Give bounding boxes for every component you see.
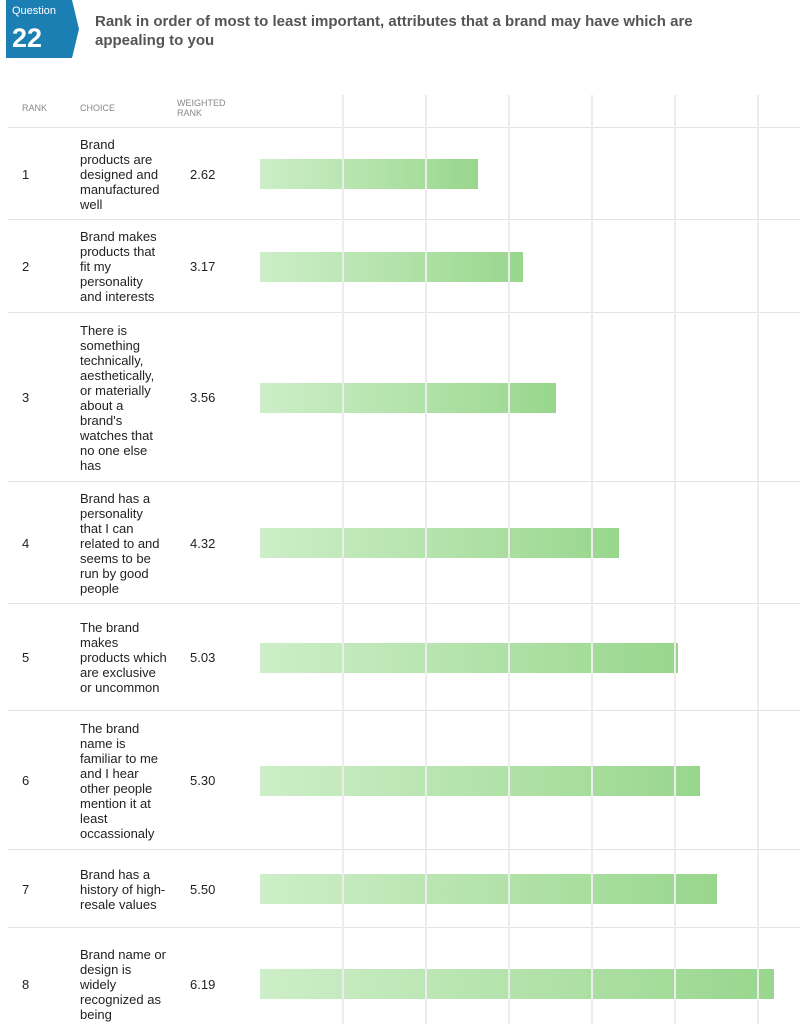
row-divider	[8, 312, 800, 313]
row-divider	[8, 219, 800, 220]
column-header: CHOICE	[80, 103, 116, 113]
weighted-rank: 5.30	[190, 773, 216, 788]
badge-label: Question	[12, 5, 56, 17]
weighted-rank: 5.03	[190, 650, 216, 665]
rank: 3	[22, 390, 30, 405]
choice: There is something technically, aestheti…	[80, 322, 155, 473]
weighted-rank: 6.19	[190, 976, 216, 992]
bar	[260, 765, 701, 796]
question-badge: Question 22	[6, 0, 79, 58]
rank: 2	[22, 259, 30, 274]
question-number: 22	[12, 23, 42, 53]
weighted-rank: 2.62	[190, 166, 216, 182]
weighted-rank: 3.17	[190, 259, 216, 274]
row-divider	[8, 127, 800, 128]
question-title: Rank in order of most to least important…	[95, 13, 693, 49]
bar	[260, 642, 678, 673]
choice: Brand products are designed and manufact…	[80, 136, 160, 212]
choice: Brand has a personality that I can relat…	[80, 490, 160, 596]
bar	[260, 528, 619, 558]
row-divider	[8, 710, 800, 711]
column-header: WEIGHTED RANK	[177, 98, 226, 118]
choice: The brand makes products which are exclu…	[80, 620, 167, 695]
row-divider	[8, 927, 800, 928]
column-header: RANK	[22, 103, 48, 113]
grid-line	[342, 95, 345, 1024]
rank: 8	[22, 976, 30, 992]
rank: 5	[22, 650, 30, 665]
row-divider	[8, 849, 800, 850]
row-divider	[8, 603, 800, 604]
rank: 7	[22, 881, 30, 897]
choice: Brand makes products that fit my persona…	[80, 229, 157, 304]
grid-line	[508, 95, 511, 1024]
bar	[260, 251, 524, 282]
rank: 1	[22, 166, 30, 182]
weighted-rank: 3.56	[190, 390, 216, 405]
choice: Brand name or design is widely recognize…	[80, 946, 166, 1022]
rank: 4	[22, 535, 30, 551]
weighted-rank: 4.32	[190, 535, 216, 551]
grid-line	[425, 95, 428, 1024]
row-divider	[8, 481, 800, 482]
weighted-rank: 5.50	[190, 881, 216, 897]
bar	[260, 874, 717, 904]
grid-line	[674, 95, 677, 1024]
choice: The brand name is familiar to me and I h…	[80, 720, 159, 841]
grid-line	[591, 95, 594, 1024]
bar	[260, 382, 556, 413]
bar	[260, 159, 478, 189]
rank: 6	[22, 773, 30, 788]
choice: Brand has a history of high-resale value…	[80, 866, 166, 912]
bar	[260, 969, 775, 999]
grid-line	[757, 95, 760, 1024]
